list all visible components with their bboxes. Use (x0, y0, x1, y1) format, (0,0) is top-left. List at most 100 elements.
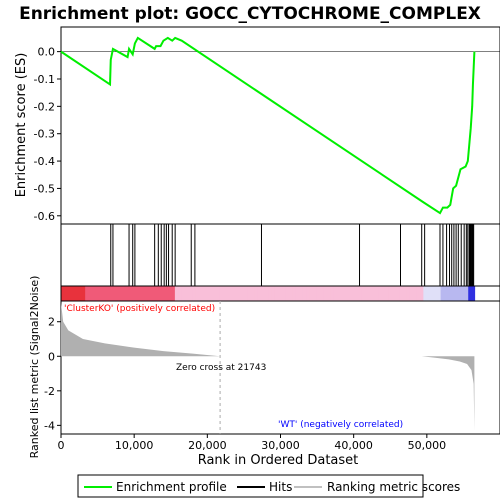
color-band-segment (268, 286, 273, 301)
color-band-segment (250, 286, 255, 301)
color-band-segment (233, 286, 238, 301)
color-band-segment (364, 286, 369, 301)
color-band-segment (257, 286, 262, 301)
color-band-segment (212, 286, 217, 301)
color-band-segment (95, 286, 100, 301)
positive-correlation-label: 'ClusterKO' (positively correlated) (64, 304, 215, 314)
color-band-segment (312, 286, 317, 301)
hits-panel-frame (60, 223, 500, 287)
legend-label-enrichment: Enrichment profile (116, 480, 227, 494)
color-band-segment (199, 286, 203, 301)
color-band-segment (409, 286, 414, 301)
color-band-segment (440, 286, 445, 301)
color-band-segment (385, 286, 390, 301)
color-band-segment (216, 286, 221, 301)
color-band-segment (368, 286, 373, 301)
color-band-segment (299, 286, 304, 301)
color-band-segment (337, 286, 342, 301)
color-band-segment (464, 286, 469, 301)
color-band-segment (205, 286, 210, 301)
color-band-segment (164, 286, 169, 301)
color-band-segment (354, 286, 359, 301)
color-band-segment (178, 286, 183, 301)
es-panel: 0.0 -0.1 -0.2 -0.3 -0.4 -0.5 -0.6 Enrichment s… (14, 26, 500, 225)
color-band-segment (292, 286, 297, 301)
color-band-segment (136, 286, 141, 301)
color-band-segment (140, 286, 145, 301)
color-band-segment (316, 286, 321, 301)
es-panel-frame (60, 26, 500, 225)
color-band-segment (399, 286, 404, 301)
color-band-segment (123, 286, 128, 301)
color-band-segment (350, 286, 355, 301)
color-band-segment (188, 286, 193, 301)
color-band-segment (109, 286, 114, 301)
color-band-segment (388, 286, 393, 301)
color-band-segment (226, 286, 231, 301)
ranking-y-axis: 2 0 -2 -4 (44, 316, 61, 432)
color-band-segment (98, 286, 103, 301)
color-band-segment (295, 286, 300, 301)
color-band-segment (471, 286, 476, 301)
es-ytick-label: -0.4 (34, 155, 55, 168)
color-band-segment (274, 286, 279, 301)
x-tick-label: 30,000 (261, 439, 300, 452)
color-band-segment (444, 286, 449, 301)
color-band-segment (447, 286, 452, 301)
color-band-segment (406, 286, 411, 301)
color-band-segment (119, 286, 124, 301)
color-band-segment (240, 286, 245, 301)
color-band-segment (326, 286, 331, 301)
color-band-segment (264, 286, 269, 301)
es-ytick-label: -0.6 (34, 210, 55, 223)
hit-marks (110, 224, 475, 286)
color-band-segment (309, 286, 314, 301)
color-band-segment (209, 286, 214, 301)
color-band-segment (433, 286, 438, 301)
ranking-ylabel: Ranked list metric (Signal2Noise) (28, 276, 41, 459)
color-band-segment (330, 286, 335, 301)
color-band-segment (450, 286, 455, 301)
legend-label-ranking: Ranking metric scores (327, 480, 460, 494)
color-band-segment (375, 286, 379, 301)
color-band-segment (230, 286, 235, 301)
color-band-segment (261, 286, 266, 301)
color-band-segment (457, 286, 462, 301)
color-band-segment (247, 286, 252, 301)
rank-color-band (61, 286, 500, 301)
color-band-segment (271, 286, 276, 301)
x-tick-label: 40,000 (334, 439, 373, 452)
color-band-segment (71, 286, 76, 301)
color-band-segment (381, 286, 386, 301)
color-band-segment (219, 286, 224, 301)
color-band-segment (102, 286, 107, 301)
chart-title: Enrichment plot: GOCC_CYTOCHROME_COMPLEX (19, 4, 481, 24)
color-band-segment (237, 286, 241, 301)
color-band-segment (171, 286, 176, 301)
color-band-segment (157, 286, 162, 301)
color-band-segment (437, 286, 442, 301)
color-band-segment (281, 286, 286, 301)
es-ytick-label: -0.2 (34, 100, 55, 113)
color-band-segment (150, 286, 155, 301)
zero-cross-label: Zero cross at 21743 (176, 363, 266, 373)
color-band-segment (130, 286, 134, 301)
color-band-segment (319, 286, 324, 301)
color-band-segment (74, 286, 79, 301)
x-axis-label: Rank in Ordered Dataset (198, 453, 359, 468)
color-band-segment (378, 286, 383, 301)
color-band-segment (347, 286, 352, 301)
ranking-ytick-label: -2 (44, 385, 55, 398)
es-ytick-label: 0.0 (38, 46, 56, 59)
ranking-ytick-label: -4 (44, 419, 55, 432)
color-band-segment (202, 286, 207, 301)
color-band-segment (392, 286, 397, 301)
color-band-segment (454, 286, 459, 301)
color-band-tail (475, 286, 500, 301)
negative-correlation-label: 'WT' (negatively correlated) (278, 420, 403, 430)
color-band-segment (306, 286, 310, 301)
color-band-segment (430, 286, 435, 301)
color-band-segment (413, 286, 417, 301)
color-band-segment (340, 286, 345, 301)
color-band-segment (302, 286, 307, 301)
